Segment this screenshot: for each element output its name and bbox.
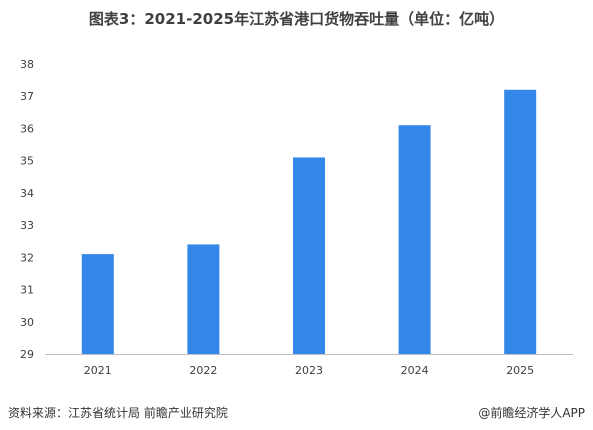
y-tick-label: 29 [20, 348, 34, 361]
source-note: 资料来源：江苏省统计局 前瞻产业研究院 [8, 406, 228, 420]
brand-credit: @前瞻经济学人APP [478, 406, 585, 420]
y-tick-label: 35 [20, 155, 34, 168]
bars [81, 89, 537, 355]
x-tick-label: 2021 [84, 364, 112, 377]
x-tick-label: 2025 [506, 364, 534, 377]
y-tick-label: 30 [20, 316, 34, 329]
y-tick-label: 36 [20, 122, 34, 135]
y-tick-label: 33 [20, 219, 34, 232]
bar-2024 [398, 125, 431, 354]
bar-2021 [81, 254, 114, 354]
y-tick-label: 38 [20, 58, 34, 71]
x-tick-label: 2023 [295, 364, 323, 377]
y-tick-label: 32 [20, 251, 34, 264]
x-axis-ticks: 2021 2022 2023 2024 2025 [84, 364, 534, 377]
y-tick-label: 31 [20, 284, 34, 297]
chart-title: 图表3：2021-2025年江苏省港口货物吞吐量（单位：亿吨） [88, 10, 505, 28]
x-tick-label: 2022 [189, 364, 217, 377]
bar-2022 [187, 244, 220, 354]
x-tick-label: 2024 [401, 364, 429, 377]
y-axis-ticks: 29 30 31 32 33 34 35 36 37 38 [20, 58, 34, 361]
bar-2025 [504, 89, 537, 355]
y-tick-label: 37 [20, 90, 34, 103]
y-tick-label: 34 [20, 187, 34, 200]
bar-2023 [293, 157, 325, 354]
